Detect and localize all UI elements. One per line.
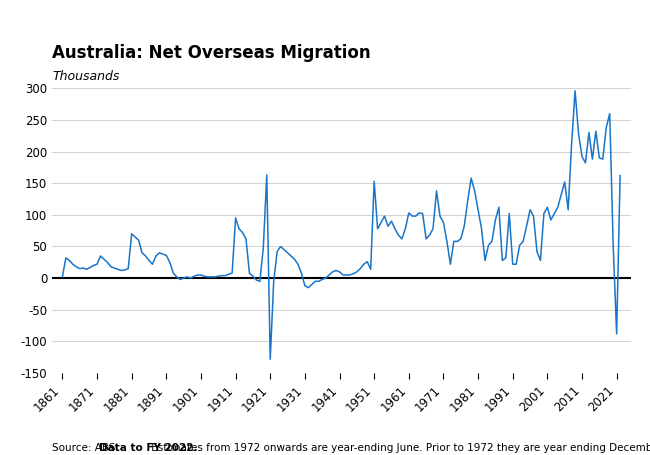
Text: Estimates from 1972 onwards are year-ending June. Prior to 1972 they are year en: Estimates from 1972 onwards are year-end… <box>148 443 650 453</box>
Text: Source: ABS.: Source: ABS. <box>52 443 125 453</box>
Text: Thousands: Thousands <box>52 70 120 83</box>
Text: Data to FY 2022.: Data to FY 2022. <box>99 443 198 453</box>
Text: Australia: Net Overseas Migration: Australia: Net Overseas Migration <box>52 44 370 62</box>
